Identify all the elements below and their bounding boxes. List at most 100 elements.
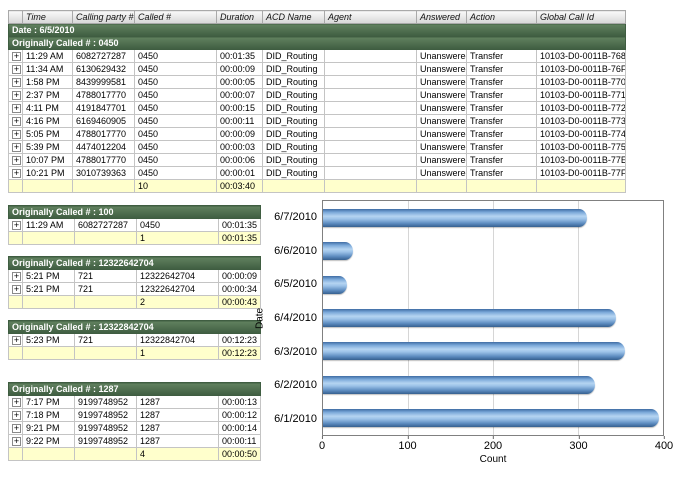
table-header-row: Time Calling party # Called # Duration ACD N… (8, 10, 626, 24)
cell-duration: 00:00:09 (216, 127, 263, 141)
expand-icon[interactable]: + (12, 219, 21, 230)
group-summary-row: 1 00:01:35 (8, 231, 262, 245)
cell-called: 0450 (134, 101, 217, 115)
cell-action: Transfer (466, 140, 537, 154)
call-row: +5:21 PM 721 12322642704 00:00:09 (8, 269, 261, 283)
cell-time: 10:21 PM (22, 166, 73, 180)
cell-global-call-id: 10103-D0-0011B-77E (536, 153, 626, 167)
cell-acd-name: DID_Routing (262, 75, 325, 89)
cell-calling: 4788017770 (72, 88, 135, 102)
col-header-1: Calling party # (72, 10, 135, 24)
expand-icon[interactable]: + (12, 50, 21, 61)
cell-global-call-id: 10103-D0-0011B-775 (536, 140, 626, 154)
call-detail-report: Time Calling party # Called # Duration ACD N… (8, 10, 626, 193)
expand-icon[interactable]: + (12, 167, 21, 178)
cell-calling: 6169460905 (72, 114, 135, 128)
summary-count: 1 (136, 231, 219, 245)
cell-calling: 721 (74, 269, 137, 283)
summary-duration: 00:01:35 (217, 231, 262, 245)
expand-icon[interactable]: + (12, 270, 21, 281)
expand-icon[interactable]: + (12, 128, 21, 139)
expand-icon[interactable]: + (12, 76, 21, 87)
cell-time: 9:22 PM (22, 434, 75, 448)
expand-icon[interactable]: + (12, 89, 21, 100)
expand-icon[interactable]: + (12, 409, 21, 420)
cell-acd-name: DID_Routing (262, 62, 325, 76)
summary-duration: 00:00:50 (217, 447, 262, 461)
cell-time: 5:05 PM (22, 127, 73, 141)
cell-agent (324, 127, 417, 141)
cell-calling: 721 (74, 333, 137, 347)
x-tick-label: 100 (398, 436, 417, 452)
called-group-label: Originally Called # : 12322842704 (8, 320, 261, 334)
y-axis-title: Date (254, 307, 266, 329)
expand-cell: + (8, 166, 23, 180)
expand-icon[interactable]: + (12, 63, 21, 74)
summary-duration: 00:12:23 (218, 346, 261, 360)
cell-time: 5:21 PM (22, 282, 75, 296)
col-header-6: Answered (416, 10, 467, 24)
expand-icon[interactable]: + (12, 154, 21, 165)
col-header-3: Duration (216, 10, 263, 24)
cell-answered: Unanswered (416, 101, 467, 115)
cell-global-call-id: 10103-D0-0011B-76F (536, 62, 626, 76)
bar-6/4/2010 (323, 308, 617, 327)
cell-agent (324, 114, 417, 128)
cell-acd-name: DID_Routing (262, 127, 325, 141)
cell-agent (324, 166, 417, 180)
called-group-header: Originally Called # : 1287 (7, 382, 262, 396)
cell-duration: 00:00:06 (216, 153, 263, 167)
cell-agent (324, 49, 417, 63)
bar-row (323, 308, 663, 327)
cell-answered: Unanswered (416, 153, 467, 167)
expand-icon[interactable]: + (12, 334, 21, 345)
expand-cell: + (8, 395, 23, 409)
call-row: +9:22 PM 9199748952 1287 00:00:11 (8, 434, 262, 448)
cell-duration: 00:00:01 (216, 166, 263, 180)
call-row: +10:07 PM 4788017770 0450 00:00:06 DID_Routi… (8, 153, 626, 167)
cell-time: 7:17 PM (22, 395, 75, 409)
cell-duration: 00:00:13 (217, 395, 262, 409)
expand-cell: + (8, 49, 23, 63)
cell-action: Transfer (466, 75, 537, 89)
cell-duration: 00:00:07 (216, 88, 263, 102)
cell-time: 11:29 AM (22, 218, 75, 232)
expand-cell: + (8, 434, 23, 448)
cell-calling: 3010739363 (72, 166, 135, 180)
bar-row (323, 375, 663, 394)
x-tick-label: 200 (484, 436, 502, 452)
x-tick-label: 0 (319, 436, 325, 452)
expand-icon[interactable]: + (12, 422, 21, 433)
cell-answered: Unanswered (416, 75, 467, 89)
col-header-5: Agent (324, 10, 417, 24)
expand-icon[interactable]: + (12, 435, 21, 446)
summary-count: 4 (136, 447, 219, 461)
cell-acd-name: DID_Routing (262, 101, 325, 115)
expand-icon[interactable]: + (12, 396, 21, 407)
summary-count: 10 (134, 179, 217, 193)
cell-time: 7:18 PM (22, 408, 75, 422)
call-row: +5:21 PM 721 12322642704 00:00:34 (8, 282, 261, 296)
expand-cell: + (8, 333, 23, 347)
expand-icon[interactable]: + (12, 141, 21, 152)
expand-icon[interactable]: + (12, 283, 21, 294)
call-row: +11:29 AM 6082727287 0450 00:01:35 DID_Routi… (8, 49, 626, 63)
bar-row (323, 275, 663, 294)
called-group-header: Originally Called # : 12322842704 (8, 320, 261, 334)
cell-time: 11:29 AM (22, 49, 73, 63)
col-header-4: ACD Name (262, 10, 325, 24)
side-group-table: Originally Called # : 1287 +7:17 PM 919974… (7, 382, 262, 461)
cell-called: 0450 (134, 75, 217, 89)
called-group-header: Originally Called # : 0450 (8, 36, 626, 50)
group-summary-row: 1 00:12:23 (8, 346, 261, 360)
cell-global-call-id: 10103-D0-0011B-771 (536, 88, 626, 102)
cell-called: 12322842704 (136, 333, 219, 347)
expand-icon[interactable]: + (12, 102, 21, 113)
cell-called: 0450 (134, 140, 217, 154)
call-row: +9:21 PM 9199748952 1287 00:00:14 (8, 421, 262, 435)
cell-global-call-id: 10103-D0-0011B-773 (536, 114, 626, 128)
called-group-label: Originally Called # : 100 (7, 205, 262, 219)
expand-icon[interactable]: + (12, 115, 21, 126)
cell-global-call-id: 10103-D0-0011B-774 (536, 127, 626, 141)
cell-duration: 00:00:11 (216, 114, 263, 128)
